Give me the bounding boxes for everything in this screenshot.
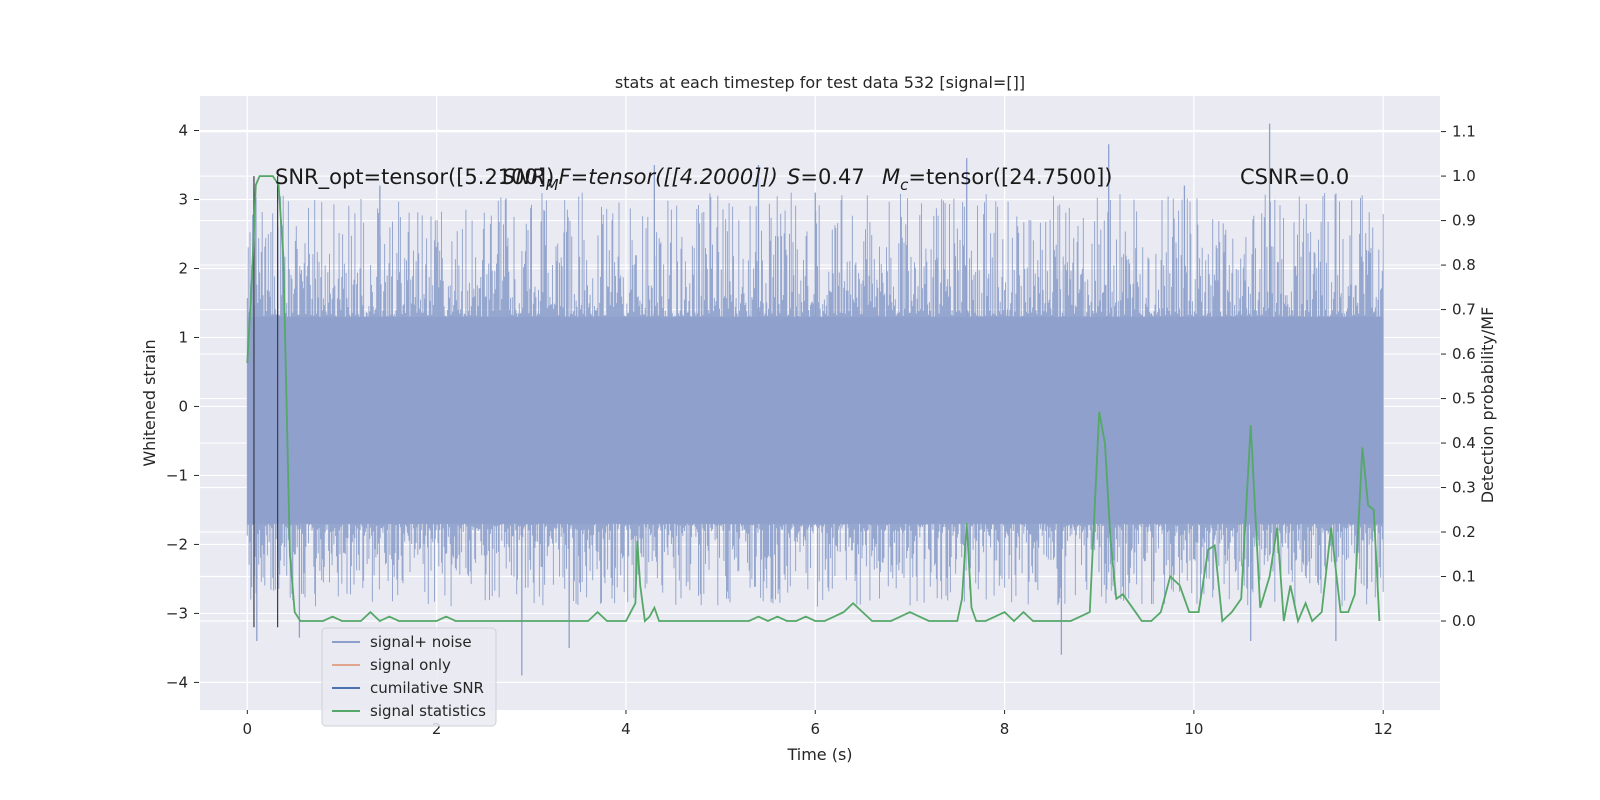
mc-annotation: Mc=tensor([24.7500])	[882, 165, 1112, 194]
y-right-tick-label: 0.3	[1452, 479, 1476, 497]
x-tick-label: 0	[243, 720, 253, 738]
y-tick-label: 2	[178, 259, 188, 277]
mc-subscript: c	[900, 176, 909, 194]
x-tick-label: 10	[1184, 720, 1203, 738]
y-axis-label: Whitened strain	[140, 339, 159, 466]
y-right-tick-label: 1.0	[1452, 167, 1476, 185]
y-tick-label: 4	[178, 121, 188, 139]
chart-title: stats at each timestep for test data 532…	[615, 73, 1025, 92]
y-right-tick-label: 0.5	[1452, 390, 1476, 408]
signal-statistics-line	[246, 175, 1381, 624]
x-axis-label: Time (s)	[786, 745, 852, 764]
y-tick-label: 0	[178, 397, 188, 415]
s-annotation: S=0.47	[787, 165, 865, 189]
y-right-axis-label: Detection probability/MF	[1478, 307, 1497, 504]
legend: signal+ noise signal only cumilative SNR si…	[321, 627, 497, 727]
y-tick-label: −4	[166, 673, 188, 691]
y-right-tick-label: 0.0	[1452, 612, 1476, 630]
y-right-tick-label: 1.1	[1452, 123, 1476, 141]
x-tick-label: 12	[1374, 720, 1393, 738]
y-right-tick-label: 0.1	[1452, 568, 1476, 586]
mc-value: =tensor([24.7500])	[908, 165, 1112, 189]
y-right-tick-label: 0.6	[1452, 345, 1476, 363]
y-right-tick-label: 0.7	[1452, 301, 1476, 319]
y-right-tick-label: 0.8	[1452, 256, 1476, 274]
vertical-markers	[253, 176, 279, 628]
x-tick-label: 4	[621, 720, 631, 738]
snr-mf-subscript: M	[546, 176, 559, 194]
legend-label: signal+ noise	[370, 633, 472, 651]
annotations: SNR_opt=tensor([5.2100]) SNRMF=tensor([[…	[275, 165, 1349, 194]
y-tick-label: −2	[166, 535, 188, 553]
legend-box	[321, 627, 497, 727]
y-right-tick-label: 0.4	[1452, 434, 1476, 452]
tick-labels: 0 2 4 6 8 10 12−4−3−2−1012340.00.10.20.30.40.5…	[166, 121, 1476, 738]
signal-noise-series	[246, 123, 1384, 676]
mc-symbol: M	[882, 165, 900, 189]
legend-label: cumilative SNR	[370, 679, 484, 697]
csnr-annotation: CSNR=0.0	[1240, 165, 1349, 189]
y-tick-label: −1	[166, 466, 188, 484]
x-tick-label: 2	[432, 720, 442, 738]
legend-entries: signal+ noise signal only cumilative SNR si…	[332, 633, 486, 720]
snr-opt-annotation: SNR_opt=tensor([5.2100])	[275, 165, 554, 190]
y-tick-label: 1	[178, 328, 188, 346]
y-tick-label: 3	[178, 190, 188, 208]
snr-mf-prefix: SNR	[502, 165, 546, 189]
noise-trace	[246, 192, 1384, 607]
x-tick-label: 8	[1000, 720, 1010, 738]
s-symbol: S	[787, 165, 800, 189]
snr-mf-annotation: SNRMF=tensor([[4.2000]])	[502, 165, 778, 194]
y-right-tick-label: 0.2	[1452, 523, 1476, 541]
x-tick-label: 6	[810, 720, 820, 738]
legend-label: signal statistics	[370, 702, 486, 720]
y-right-tick-label: 0.9	[1452, 212, 1476, 230]
snr-mf-suffix: F=tensor([[4.2000]])	[559, 165, 778, 189]
legend-label: signal only	[370, 656, 451, 674]
signal-statistics-series	[246, 175, 1381, 624]
s-value: =0.47	[800, 165, 864, 189]
y-tick-label: −3	[166, 604, 188, 622]
